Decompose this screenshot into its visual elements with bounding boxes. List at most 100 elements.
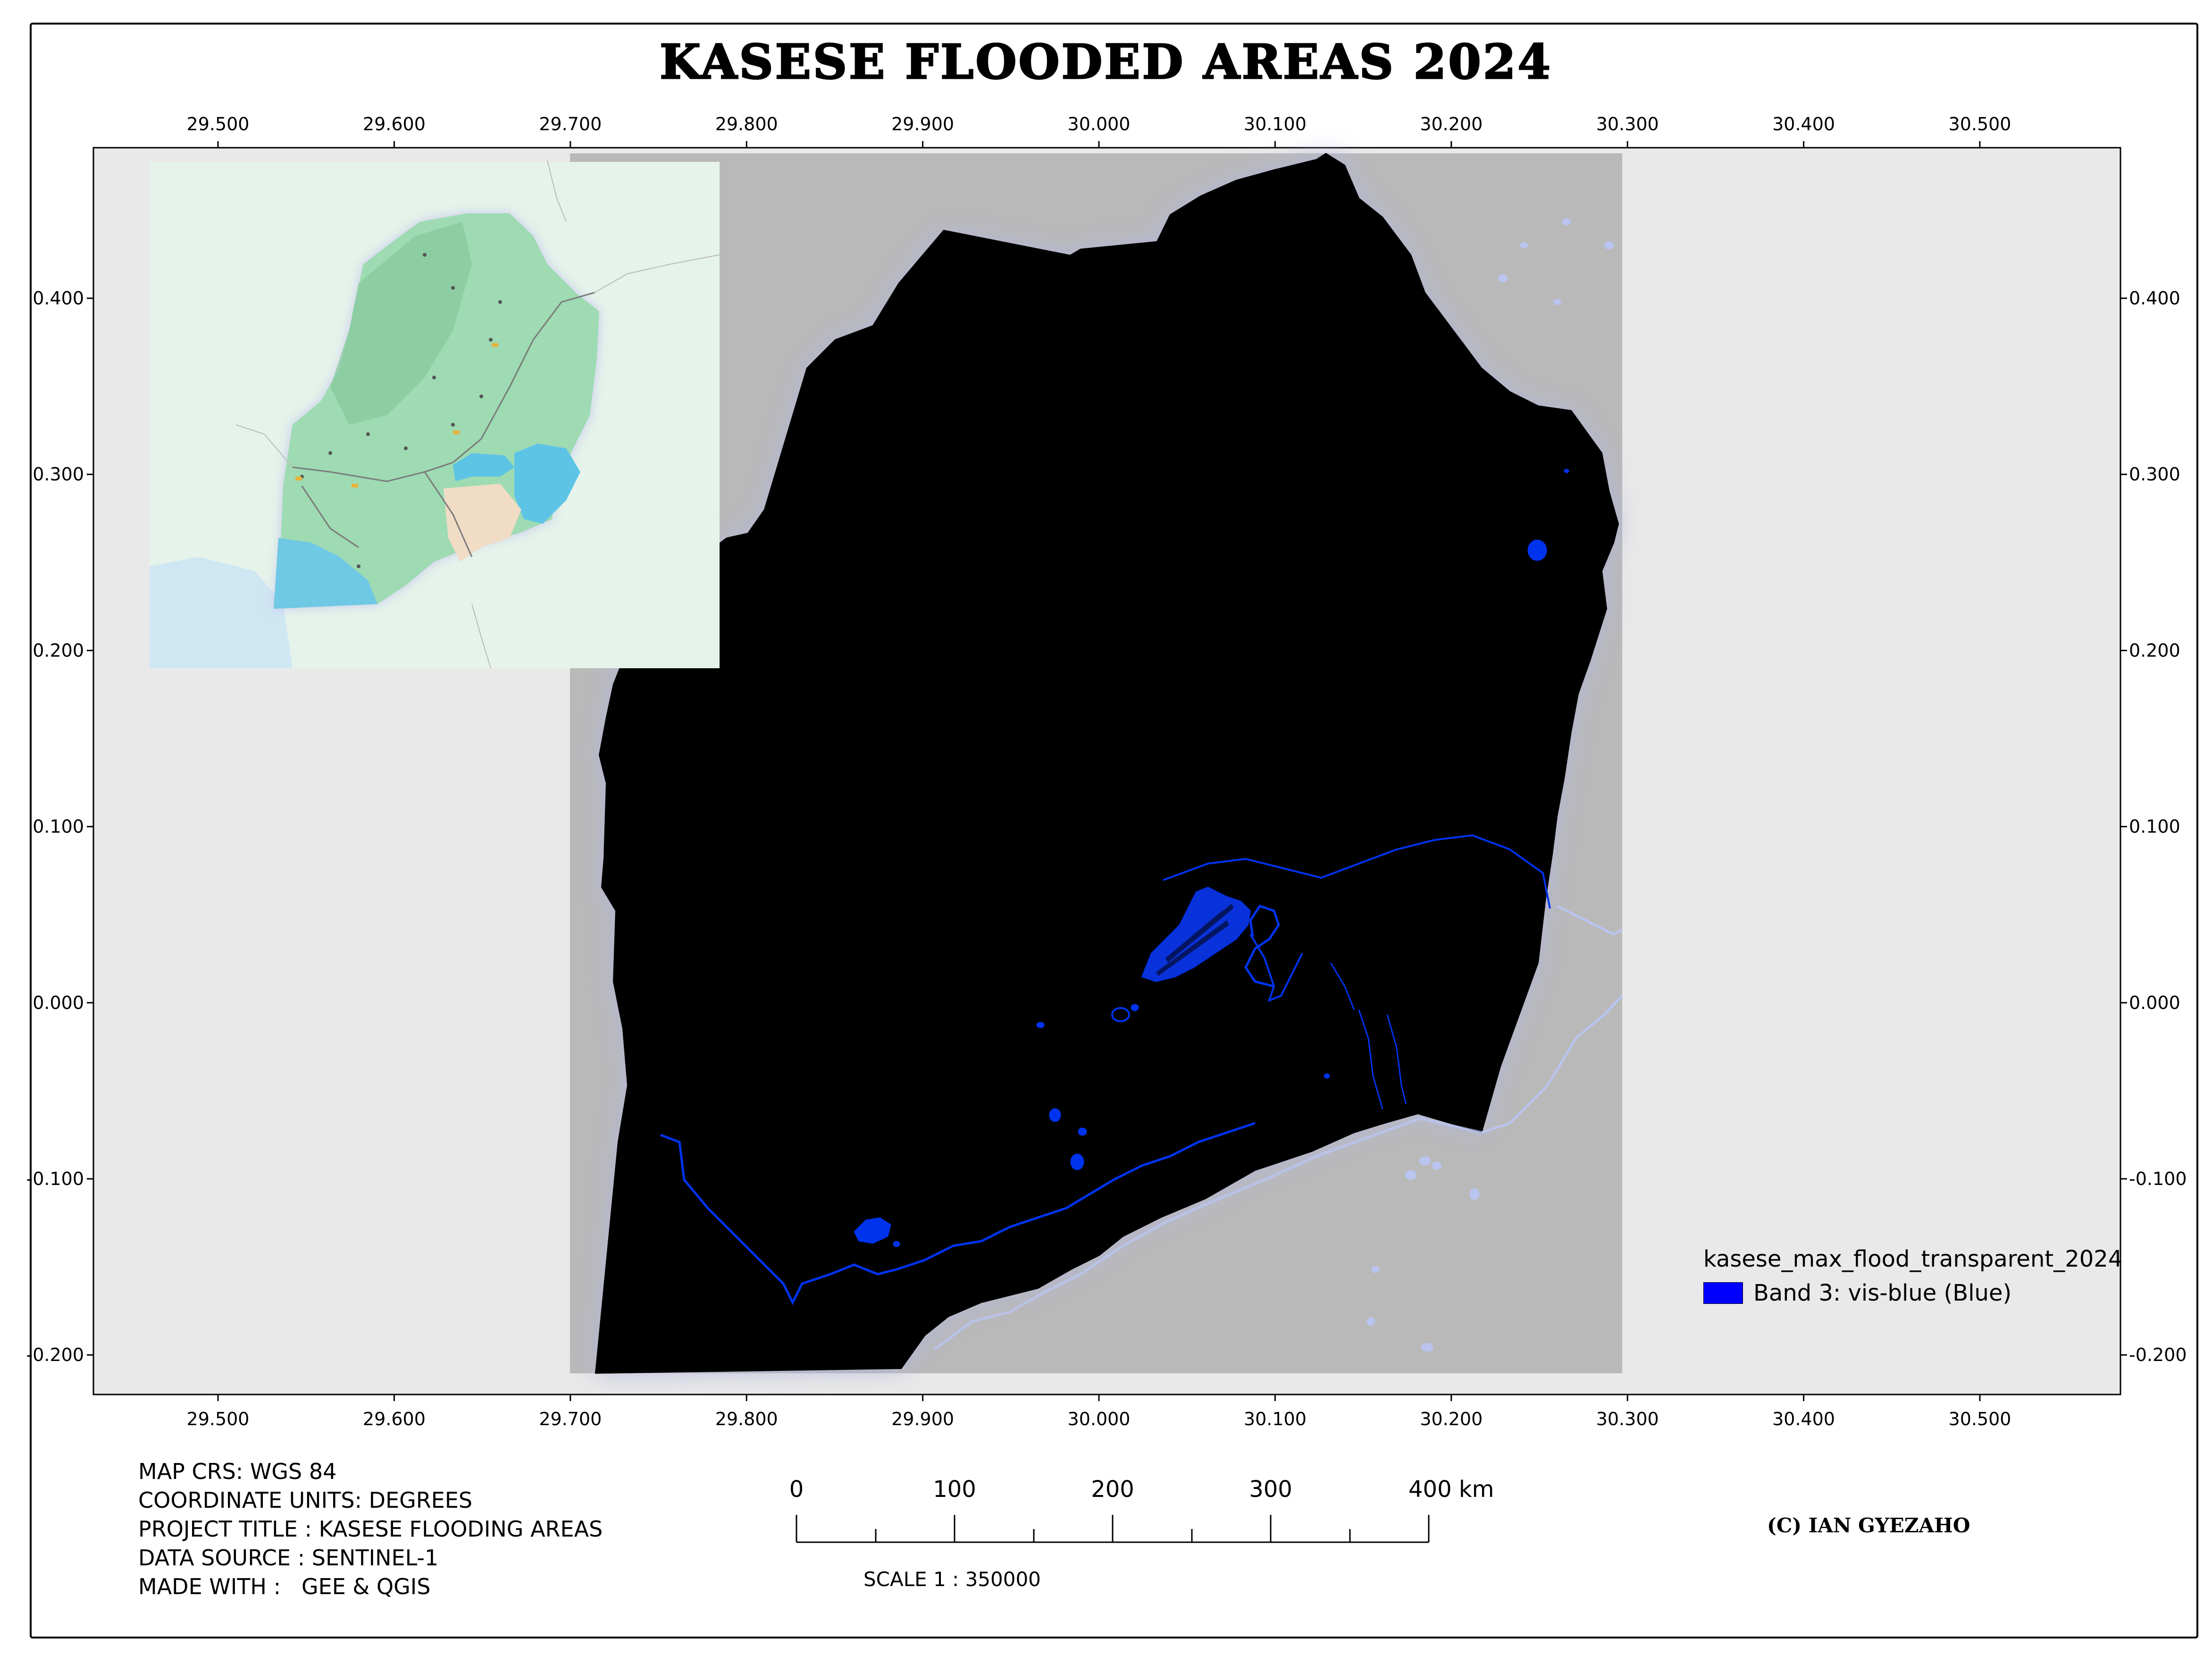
inset-outside-roads — [235, 160, 720, 669]
x-tick-label-top: 30.300 — [1596, 114, 1659, 134]
flood-river — [1330, 962, 1407, 1109]
x-tick-label-bottom: 29.700 — [539, 1409, 602, 1429]
flood-areas — [660, 469, 1569, 1305]
inset-place-dot — [498, 300, 502, 304]
inset-marker — [352, 484, 358, 487]
inset-lake-west — [150, 557, 293, 668]
scale-label: 200 — [1091, 1476, 1134, 1503]
x-tick-label-bottom: 29.500 — [187, 1409, 250, 1429]
flood-pond — [1036, 1022, 1045, 1028]
lake-patch — [1553, 299, 1561, 305]
y-tick-label-right: 0.100 — [2129, 816, 2180, 837]
scale-label: 100 — [933, 1476, 976, 1503]
axis-tick-labels: 29.500 29.500 29.600 29.600 29.700 29.700 29.8… — [26, 114, 2187, 1429]
flood-pond — [1049, 1108, 1061, 1122]
metadata-crs: MAP CRS: WGS 84 — [138, 1459, 337, 1484]
x-tick-label-top: 30.500 — [1949, 114, 2011, 134]
x-tick-label-bottom: 30.200 — [1420, 1409, 1483, 1429]
inset-place-dot — [432, 376, 436, 379]
inset-lake-south — [274, 538, 377, 609]
credit: (C) IAN GYEZAHO — [1767, 1514, 1970, 1537]
x-tick-label-bottom: 30.400 — [1772, 1409, 1835, 1429]
x-tick-label-top: 29.700 — [539, 114, 602, 134]
y-tick-label-left: 0.400 — [33, 288, 84, 309]
x-tick-label-top: 30.400 — [1772, 114, 1835, 134]
inset-place-dot — [479, 395, 483, 398]
flood-river — [1249, 933, 1303, 1002]
y-tick-label-left: -0.200 — [26, 1344, 84, 1365]
lake-patch — [1421, 1343, 1433, 1352]
x-tick-label-bottom: 29.900 — [891, 1409, 954, 1429]
inset-roads — [292, 292, 595, 557]
inset-place-dot — [366, 432, 370, 436]
x-tick-label-bottom: 30.000 — [1068, 1409, 1131, 1429]
flood-pond — [1527, 539, 1547, 561]
lake-patch — [1498, 274, 1508, 283]
metadata-units: COORDINATE UNITS: DEGREES — [138, 1487, 473, 1513]
flood-pond — [1324, 1073, 1330, 1079]
y-tick-label-left: 0.300 — [33, 464, 84, 485]
inset-place-dot — [357, 564, 360, 568]
metadata-tools: MADE WITH : GEE & QGIS — [138, 1574, 431, 1599]
y-tick-label-right: 0.300 — [2129, 464, 2180, 485]
legend-swatch — [1703, 1282, 1743, 1304]
inset-place-dot — [328, 451, 332, 455]
y-tick-label-right: 0.000 — [2129, 992, 2180, 1013]
x-tick-label-top: 29.800 — [715, 114, 778, 134]
inset-park — [444, 484, 521, 562]
y-tick-label-right: -0.200 — [2129, 1344, 2187, 1365]
y-tick-label-right: -0.100 — [2129, 1168, 2187, 1189]
y-tick-label-right: 0.200 — [2129, 640, 2180, 661]
legend-item-label: Band 3: vis-blue (Blue) — [1753, 1280, 2012, 1306]
inset-lake-east — [514, 444, 580, 524]
map-metadata: MAP CRS: WGS 84 COORDINATE UNITS: DEGREE… — [138, 1457, 603, 1601]
x-tick-label-top: 30.000 — [1068, 114, 1131, 134]
inset-road-markers — [295, 343, 498, 487]
x-tick-label-top: 29.500 — [187, 114, 250, 134]
y-tick-label-left: 0.000 — [33, 992, 84, 1013]
lake-patch — [1469, 1188, 1480, 1200]
lake-patch — [1405, 1170, 1417, 1180]
inset-map — [150, 160, 720, 669]
x-tick-label-bottom: 29.600 — [363, 1409, 426, 1429]
flood-pond — [1111, 1007, 1130, 1022]
y-tick-label-left: 0.100 — [33, 816, 84, 837]
scale-caption: SCALE 1 : 350000 — [863, 1568, 1041, 1591]
x-tick-label-bottom: 30.100 — [1244, 1409, 1307, 1429]
flood-meander — [1244, 905, 1280, 988]
x-tick-label-top: 30.200 — [1420, 114, 1483, 134]
x-tick-label-top: 29.900 — [891, 114, 954, 134]
inset-channel — [453, 453, 514, 481]
lake-patch — [1432, 1161, 1442, 1170]
inset-marker — [453, 430, 460, 434]
river-east — [1481, 905, 1623, 1134]
y-tick-label-left: -0.100 — [26, 1168, 84, 1189]
flood-pond — [893, 1241, 900, 1247]
y-tick-label-left: 0.200 — [33, 640, 84, 661]
flood-pond — [1070, 1153, 1084, 1170]
lake-patch — [1520, 242, 1528, 249]
inset-place-dot — [451, 423, 455, 427]
lake-patch — [1562, 218, 1571, 226]
scale-label: 0 — [789, 1476, 804, 1503]
flood-pond — [1564, 469, 1569, 473]
flood-pond — [1131, 1004, 1139, 1011]
inset-marker — [492, 343, 498, 347]
flood-river — [1163, 834, 1551, 909]
inset-place-dot — [423, 253, 427, 257]
flood-pond — [1078, 1127, 1087, 1136]
lake-patch — [1371, 1266, 1380, 1273]
legend-item: Band 3: vis-blue (Blue) — [1703, 1280, 2011, 1306]
y-tick-label-right: 0.400 — [2129, 288, 2180, 309]
scale-bar-labels: 0 100 200 300 400 km — [789, 1476, 1494, 1503]
scale-bar — [796, 1515, 1430, 1543]
flood-pond — [854, 1217, 891, 1244]
inset-place-dot — [404, 446, 408, 450]
lake-patch — [1366, 1317, 1375, 1326]
inset-mountains — [330, 222, 472, 425]
x-tick-label-top: 30.100 — [1244, 114, 1307, 134]
shoreline — [933, 1117, 1482, 1351]
lake-patch — [1604, 241, 1614, 250]
flood-cluster — [1156, 904, 1234, 976]
